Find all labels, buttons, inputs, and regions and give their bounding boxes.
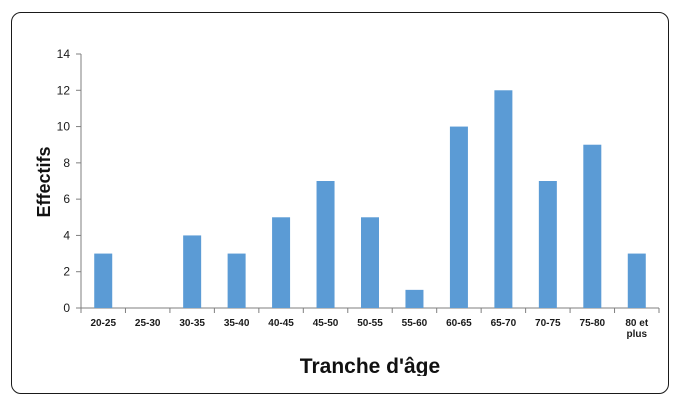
y-axis-label: Effectifs <box>34 146 54 217</box>
x-tick-label: 45-50 <box>313 318 339 329</box>
y-tick-label: 6 <box>63 192 70 206</box>
x-tick-label: 65-70 <box>491 318 517 329</box>
x-tick-label: 25-30 <box>135 318 161 329</box>
y-tick-label: 14 <box>57 47 71 61</box>
y-tick-label: 2 <box>63 265 70 279</box>
bar-chart: 0 2 4 6 8 10 12 14 20-25 25-30 30-35 35-40 40-45 45-… <box>34 47 660 376</box>
x-tick-labels: 20-25 25-30 30-35 35-40 40-45 45-50 50-55 55-60… <box>90 318 648 340</box>
bar <box>183 235 202 308</box>
chart-frame <box>11 12 669 394</box>
bar <box>94 253 113 308</box>
bar <box>227 253 246 308</box>
y-tick-labels: 0 2 4 6 8 10 12 14 <box>57 47 71 315</box>
x-axis-label: Tranche d'âge <box>300 355 440 376</box>
bar <box>494 90 513 309</box>
bars <box>94 90 646 309</box>
x-tick-label: 55-60 <box>402 318 428 329</box>
y-tick-label: 4 <box>63 228 70 242</box>
x-tick-label: 20-25 <box>90 318 116 329</box>
bar <box>316 181 335 308</box>
x-tick-label: 35-40 <box>224 318 250 329</box>
x-tick-label: 60-65 <box>446 318 472 329</box>
x-tick-label: 30-35 <box>179 318 205 329</box>
bar <box>627 253 646 308</box>
y-tick-label: 8 <box>63 156 70 170</box>
bar <box>449 126 468 308</box>
y-tick-label: 0 <box>63 301 70 315</box>
x-tick-label: 70-75 <box>535 318 561 329</box>
bar <box>272 217 291 308</box>
y-tick-label: 10 <box>57 120 71 134</box>
y-tick-label: 12 <box>57 83 71 97</box>
x-tick-label: 40-45 <box>268 318 294 329</box>
bar <box>583 144 602 308</box>
bar <box>538 181 557 308</box>
bar <box>361 217 379 308</box>
x-tick-label: 50-55 <box>357 318 383 329</box>
bar <box>405 289 424 308</box>
x-tick-label: 80 et plus <box>625 318 648 340</box>
x-tick-label: 75-80 <box>580 318 606 329</box>
